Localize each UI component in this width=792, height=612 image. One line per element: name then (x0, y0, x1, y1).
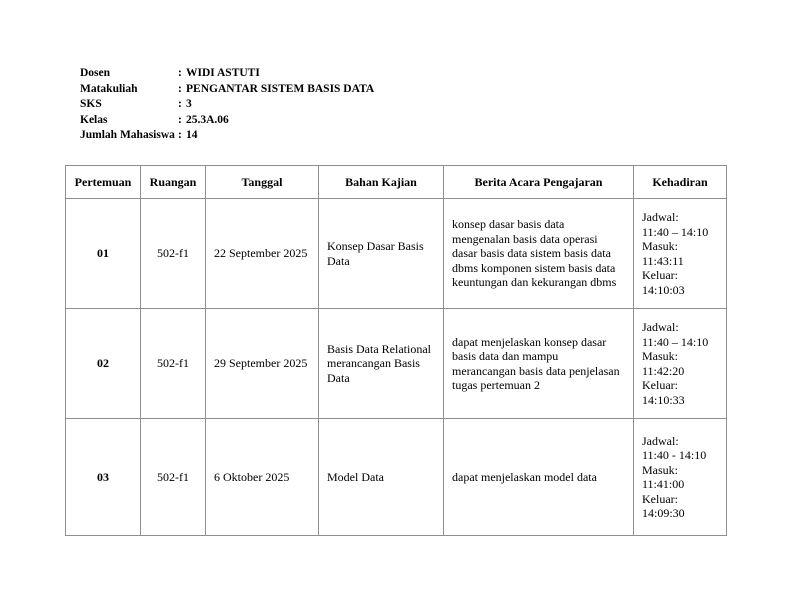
cell-pertemuan: 02 (65, 308, 141, 419)
cell-berita-acara: konsep dasar basis data mengenalan basis… (443, 198, 634, 309)
info-line-kelas: Kelas : 25.3A.06 (80, 113, 374, 129)
cell-bahan-kajian: Basis Data Relational merancangan Basis … (318, 308, 444, 419)
column-header-berita-acara: Berita Acara Pengajaran (443, 165, 634, 199)
info-value-dosen: WIDI ASTUTI (186, 67, 260, 79)
info-label-sks: SKS (80, 98, 102, 110)
cell-bahan-kajian: Konsep Dasar Basis Data (318, 198, 444, 309)
table-row: 01 502-f1 22 September 2025 Konsep Dasar… (65, 198, 727, 309)
cell-kehadiran: Jadwal: 11:40 – 14:10 Masuk: 11:42:20 Ke… (633, 308, 727, 419)
cell-tanggal: 22 September 2025 (205, 198, 319, 309)
course-info-block: Dosen : WIDI ASTUTI Matakuliah : PENGANT… (80, 66, 374, 144)
info-value-jumlah-mahasiswa: 14 (186, 129, 198, 141)
table-header-row: Pertemuan Ruangan Tanggal Bahan Kajian B… (65, 165, 727, 199)
cell-kehadiran: Jadwal: 11:40 – 14:10 Masuk: 11:43:11 Ke… (633, 198, 727, 309)
info-label-kelas: Kelas (80, 113, 108, 126)
info-colon: : (178, 129, 182, 141)
cell-berita-acara: dapat menjelaskan konsep dasar basis dat… (443, 308, 634, 419)
info-label-dosen: Dosen (80, 67, 111, 79)
column-header-tanggal: Tanggal (205, 165, 319, 199)
info-label-matakuliah: Matakuliah (80, 82, 138, 95)
column-header-kehadiran: Kehadiran (633, 165, 727, 199)
info-line-dosen: Dosen : WIDI ASTUTI (80, 66, 374, 82)
cell-ruangan: 502-f1 (140, 198, 206, 309)
cell-bahan-kajian: Model Data (318, 418, 444, 536)
cell-pertemuan: 03 (65, 418, 141, 536)
info-line-jumlah-mahasiswa: Jumlah Mahasiswa : 14 (80, 128, 374, 144)
table-row: 03 502-f1 6 Oktober 2025 Model Data dapa… (65, 418, 727, 536)
info-colon: : (178, 98, 182, 110)
info-value-sks: 3 (186, 98, 192, 110)
teaching-schedule-table: Pertemuan Ruangan Tanggal Bahan Kajian B… (65, 165, 727, 536)
info-label-jumlah-mahasiswa: Jumlah Mahasiswa (80, 129, 175, 141)
table-row: 02 502-f1 29 September 2025 Basis Data R… (65, 308, 727, 419)
cell-pertemuan: 01 (65, 198, 141, 309)
info-line-sks: SKS : 3 (80, 97, 374, 113)
cell-tanggal: 6 Oktober 2025 (205, 418, 319, 536)
cell-ruangan: 502-f1 (140, 418, 206, 536)
column-header-bahan-kajian: Bahan Kajian (318, 165, 444, 199)
info-colon: : (178, 67, 182, 79)
column-header-ruangan: Ruangan (140, 165, 206, 199)
info-value-matakuliah: PENGANTAR SISTEM BASIS DATA (186, 82, 375, 95)
cell-ruangan: 502-f1 (140, 308, 206, 419)
column-header-pertemuan: Pertemuan (65, 165, 141, 199)
cell-berita-acara: dapat menjelaskan model data (443, 418, 634, 536)
info-colon: : (178, 113, 182, 126)
cell-kehadiran: Jadwal: 11:40 - 14:10 Masuk: 11:41:00 Ke… (633, 418, 727, 536)
cell-tanggal: 29 September 2025 (205, 308, 319, 419)
info-line-matakuliah: Matakuliah : PENGANTAR SISTEM BASIS DATA (80, 82, 374, 98)
info-colon: : (178, 82, 182, 95)
info-value-kelas: 25.3A.06 (186, 113, 229, 126)
